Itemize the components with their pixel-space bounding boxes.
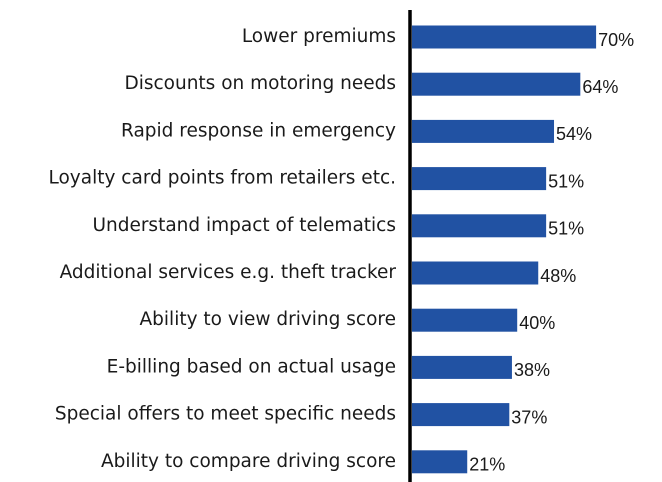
bar xyxy=(412,72,581,96)
value-label: 38% xyxy=(514,360,550,380)
bar xyxy=(412,308,518,332)
category-label: Ability to compare driving score xyxy=(101,451,396,472)
category-label: Lower premiums xyxy=(242,26,396,47)
bar xyxy=(412,167,547,191)
bar xyxy=(412,403,510,427)
bar xyxy=(412,214,547,238)
value-label: 70% xyxy=(598,30,634,50)
value-label: 51% xyxy=(548,219,584,239)
bar xyxy=(412,355,512,379)
value-label: 48% xyxy=(540,266,576,286)
bar xyxy=(412,261,539,285)
category-label: Loyalty card points from retailers etc. xyxy=(49,168,397,189)
category-label: Understand impact of telematics xyxy=(92,215,396,236)
category-label: Ability to view driving score xyxy=(140,309,396,330)
category-label: E-billing based on actual usage xyxy=(107,356,396,377)
category-label: Additional services e.g. theft tracker xyxy=(60,262,397,283)
bar xyxy=(412,450,468,474)
value-label: 54% xyxy=(556,124,592,144)
category-label: Rapid response in emergency xyxy=(121,120,396,141)
value-label: 64% xyxy=(582,77,618,97)
category-label: Special offers to meet specific needs xyxy=(55,404,396,425)
value-label: 37% xyxy=(511,407,547,427)
category-label: Discounts on motoring needs xyxy=(124,73,396,94)
value-label: 40% xyxy=(519,313,555,333)
value-label: 51% xyxy=(548,171,584,191)
bar xyxy=(412,119,555,143)
value-label: 21% xyxy=(469,455,505,475)
bar xyxy=(412,25,597,49)
